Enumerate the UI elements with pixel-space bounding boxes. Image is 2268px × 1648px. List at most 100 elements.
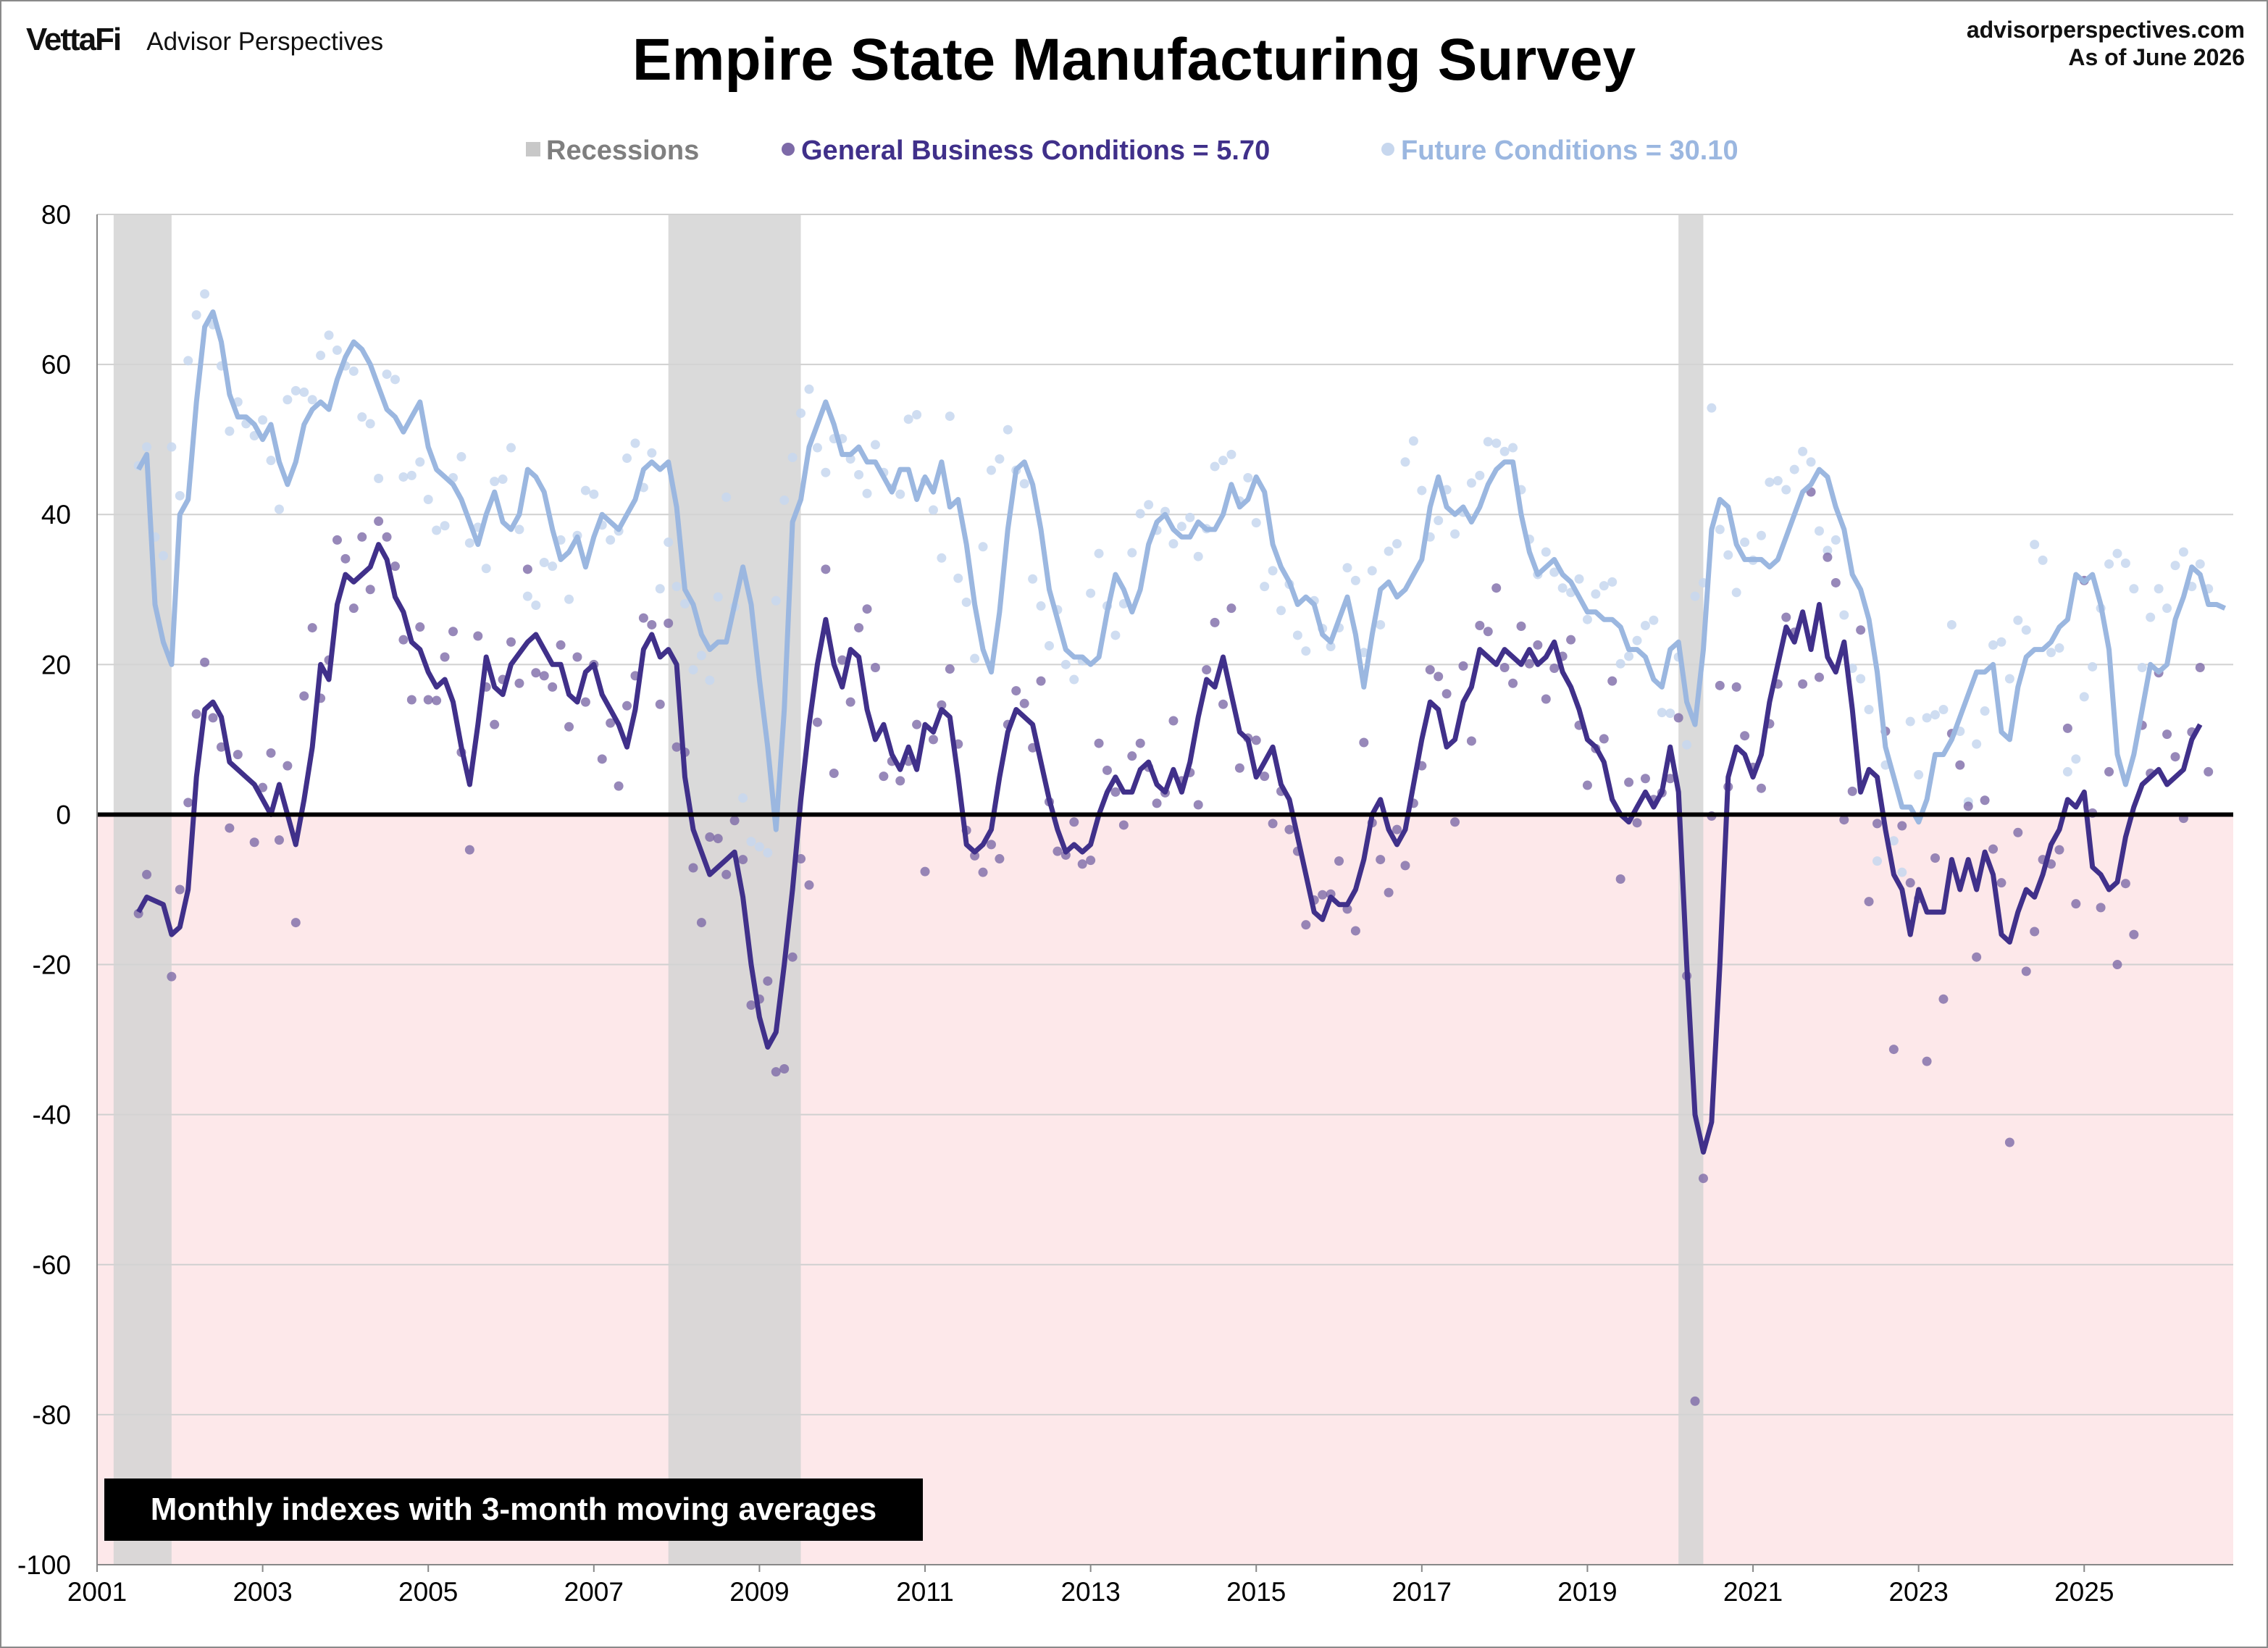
future-monthly-point (1591, 589, 1601, 599)
future-monthly-point (1723, 550, 1733, 560)
future-monthly-point (647, 448, 657, 458)
general-monthly-point (606, 718, 616, 728)
future-monthly-point (1110, 630, 1121, 640)
y-tick-label: -40 (33, 1100, 71, 1130)
general-monthly-point (937, 700, 947, 710)
general-monthly-point (1690, 1396, 1700, 1406)
future-monthly-point (2137, 662, 2147, 672)
future-monthly-point (1491, 438, 1502, 448)
general-monthly-point (1508, 678, 1518, 688)
future-monthly-point (1789, 464, 1799, 474)
general-monthly-point (995, 854, 1005, 864)
future-monthly-point (1856, 674, 1866, 684)
future-monthly-point (167, 442, 177, 452)
future-monthly-point (365, 419, 375, 429)
future-monthly-point (1417, 485, 1427, 495)
general-monthly-point (2021, 966, 2031, 976)
future-monthly-point (2046, 648, 2056, 658)
future-monthly-point (2030, 540, 2040, 550)
general-monthly-point (1086, 856, 1096, 866)
future-monthly-point (1988, 640, 1999, 650)
general-monthly-point (1798, 679, 1808, 689)
legend-recessions-marker (526, 142, 540, 156)
future-monthly-point (1359, 648, 1369, 658)
future-monthly-point (398, 472, 409, 482)
general-monthly-point (1359, 737, 1369, 748)
general-monthly-point (357, 532, 367, 542)
future-monthly-point (1996, 637, 2007, 647)
general-monthly-point (1988, 844, 1999, 854)
general-monthly-point (1814, 672, 1824, 682)
future-monthly-point (2038, 555, 2048, 565)
general-monthly-point (2054, 845, 2064, 855)
future-monthly-point (1450, 529, 1460, 539)
future-monthly-point (1060, 659, 1071, 669)
x-tick-label: 2005 (398, 1577, 458, 1607)
general-monthly-point (2120, 879, 2130, 889)
general-monthly-point (1441, 689, 1452, 699)
future-monthly-point (754, 842, 764, 852)
future-monthly-point (912, 409, 922, 419)
future-monthly-point (1665, 708, 1675, 719)
general-monthly-point (664, 618, 674, 628)
general-monthly-point (216, 742, 226, 752)
general-monthly-point (1260, 771, 1270, 782)
future-monthly-point (1326, 641, 1336, 651)
general-monthly-point (1955, 760, 1965, 770)
general-monthly-point (2112, 960, 2122, 970)
general-monthly-point (804, 880, 814, 890)
general-monthly-point (1963, 801, 1973, 811)
general-monthly-point (258, 782, 268, 792)
general-monthly-point (1864, 897, 1874, 907)
future-monthly-point (854, 469, 864, 480)
future-monthly-point (2146, 612, 2156, 622)
general-monthly-point (1607, 676, 1618, 686)
general-monthly-point (1566, 635, 1576, 645)
future-monthly-point (1260, 582, 1270, 592)
general-monthly-point (440, 652, 450, 662)
future-monthly-point (1036, 601, 1046, 611)
general-monthly-point (812, 717, 822, 727)
general-monthly-point (1118, 820, 1129, 830)
general-monthly-point (622, 700, 632, 711)
x-tick-label: 2021 (1723, 1577, 1783, 1607)
future-monthly-point (1144, 500, 1154, 510)
general-monthly-point (928, 735, 938, 745)
future-monthly-point (258, 415, 268, 425)
future-monthly-point (622, 453, 632, 464)
future-monthly-point (2162, 603, 2172, 614)
general-monthly-point (821, 564, 831, 574)
general-monthly-point (2162, 729, 2172, 740)
future-monthly-point (1499, 446, 1510, 456)
future-monthly-point (1574, 574, 1584, 584)
general-monthly-point (1226, 603, 1236, 614)
legend-general-label: General Business Conditions = 5.70 (801, 135, 1270, 166)
future-monthly-point (514, 524, 524, 535)
future-monthly-point (1972, 739, 1982, 749)
future-monthly-point (1930, 710, 1941, 720)
general-monthly-point (572, 652, 582, 662)
general-monthly-point (548, 682, 558, 692)
future-monthly-point (316, 351, 326, 361)
general-monthly-point (473, 631, 483, 641)
future-monthly-point (870, 440, 880, 450)
future-monthly-point (506, 443, 516, 453)
general-monthly-point (374, 516, 384, 527)
future-monthly-point (423, 495, 433, 505)
future-monthly-point (2054, 643, 2064, 653)
y-tick-label: 80 (41, 200, 71, 230)
moving-average-lines (136, 309, 2227, 1155)
future-monthly-point (771, 595, 781, 606)
future-monthly-point (2112, 548, 2122, 559)
general-monthly-point (1135, 738, 1145, 748)
general-monthly-point (233, 750, 243, 760)
general-monthly-point (167, 971, 177, 982)
general-monthly-point (2170, 752, 2180, 762)
future-monthly-point (406, 470, 417, 480)
future-monthly-point (274, 504, 284, 514)
general-monthly-point (1524, 658, 1534, 669)
brand: VettaFi Advisor Perspectives (26, 22, 383, 58)
future-monthly-point (945, 411, 955, 422)
future-monthly-point (1185, 512, 1195, 522)
